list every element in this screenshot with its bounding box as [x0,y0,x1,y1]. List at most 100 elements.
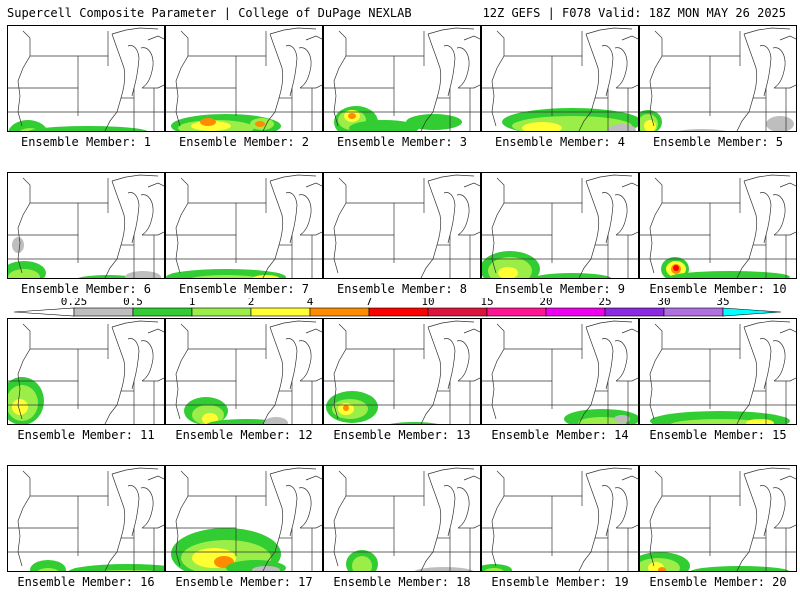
boundary-line-6 [578,473,600,571]
ensemble-member-map-19 [481,465,639,572]
colorbar-low-arrow [13,307,75,317]
boundary-line-0 [491,323,505,420]
boundary-line-9 [772,487,786,529]
boundary-line-6 [104,33,126,131]
colorbar-segment-1 [132,307,193,317]
scp-contour-5 [252,566,280,571]
boundary-line-10 [458,377,480,382]
valid-time-label: 12Z GEFS | F078 Valid: 18Z MON MAY 26 20… [482,6,786,20]
ensemble-member-map-7 [165,172,323,279]
boundary-line-14 [147,475,164,481]
scp-contour-4 [264,417,288,424]
colorbar-segment-2 [191,307,252,317]
boundary-line-7 [111,320,159,328]
boundary-line-6 [420,326,442,424]
member-label-20: Ensemble Member: 20 [649,575,787,589]
scp-contour-3 [200,118,216,126]
boundary-line-14 [621,182,638,188]
boundary-line-8 [759,192,772,244]
scp-contour-3 [658,567,666,571]
scp-contour-4 [125,271,161,278]
boundary-line-8 [601,338,614,390]
member-label-2: Ensemble Member: 2 [178,135,310,149]
boundary-line-0 [491,177,505,274]
colorbar-tick-label: 7 [366,298,373,308]
member-label-12: Ensemble Member: 12 [175,428,313,442]
boundary-line-9 [456,487,470,529]
boundary-line-7 [585,320,633,328]
colorbar-tick-label: 20 [539,298,552,308]
boundary-line-10 [774,84,796,89]
boundary-line-14 [621,35,638,41]
boundary-line-8 [443,485,456,537]
scp-contour-1 [37,568,59,571]
colorbar-tick-label: 0.5 [123,298,143,308]
scp-contour-2 [202,413,218,424]
boundary-line-0 [491,30,505,127]
boundary-line-7 [427,320,475,328]
boundary-line-6 [262,33,284,131]
boundary-line-14 [463,328,480,334]
boundary-line-6 [736,473,758,571]
boundary-line-10 [300,231,322,236]
colorbar-segment-8 [545,307,606,317]
colorbar-segment-3 [250,307,311,317]
boundary-line-7 [269,467,317,475]
colorbar-segment-9 [604,307,665,317]
boundary-line-0 [175,30,189,127]
scp-contour-4 [766,116,794,131]
boundary-line-10 [300,84,322,89]
ensemble-member-map-15 [639,318,797,425]
member-label-6: Ensemble Member: 6 [20,282,152,296]
boundary-line-14 [305,475,322,481]
boundary-line-10 [142,524,164,529]
boundary-line-7 [743,27,791,35]
ensemble-member-map-1 [7,25,165,132]
ensemble-member-map-20 [639,465,797,572]
ensemble-member-map-10 [639,172,797,279]
boundary-line-8 [285,192,298,244]
ensemble-member-map-14 [481,318,639,425]
scp-contour-4 [390,422,438,424]
boundary-line-8 [127,192,140,244]
boundary-line-9 [614,340,628,382]
map-canvas [482,174,638,278]
map-canvas [482,320,638,424]
scp-contour-4 [28,126,148,131]
map-canvas [482,27,638,131]
scp-contour-4 [690,566,790,571]
boundary-line-0 [649,323,663,420]
scp-contour-3 [343,405,349,411]
colorbar-tick-label: 1 [189,298,196,308]
map-canvas [324,320,480,424]
boundary-line-0 [17,470,31,567]
boundary-line-9 [298,487,312,529]
colorbar-segment-5 [368,307,429,317]
map-title: Supercell Composite Parameter | College … [7,6,412,20]
boundary-line-8 [443,192,456,244]
ensemble-member-map-12 [165,318,323,425]
scp-contour-3 [746,419,774,424]
boundary-line-9 [614,487,628,529]
ensemble-member-map-11 [7,318,165,425]
boundary-line-8 [285,485,298,537]
boundary-line-9 [298,340,312,382]
map-canvas [166,467,322,571]
scp-contour-0 [30,560,66,571]
boundary-line-14 [779,35,796,41]
boundary-line-0 [333,177,347,274]
boundary-line-8 [601,45,614,97]
scp-contour-2 [644,120,656,131]
boundary-line-8 [285,45,298,97]
boundary-line-8 [443,45,456,97]
scp-contour-2 [68,564,164,571]
scp-contour-2 [522,122,562,131]
scp-contour-3 [348,113,356,119]
boundary-line-7 [743,174,791,182]
scp-contour-3 [608,124,636,131]
boundary-line-14 [621,475,638,481]
boundary-line-6 [736,326,758,424]
boundary-line-6 [104,180,126,278]
boundary-line-8 [759,45,772,97]
boundary-line-0 [333,470,347,567]
